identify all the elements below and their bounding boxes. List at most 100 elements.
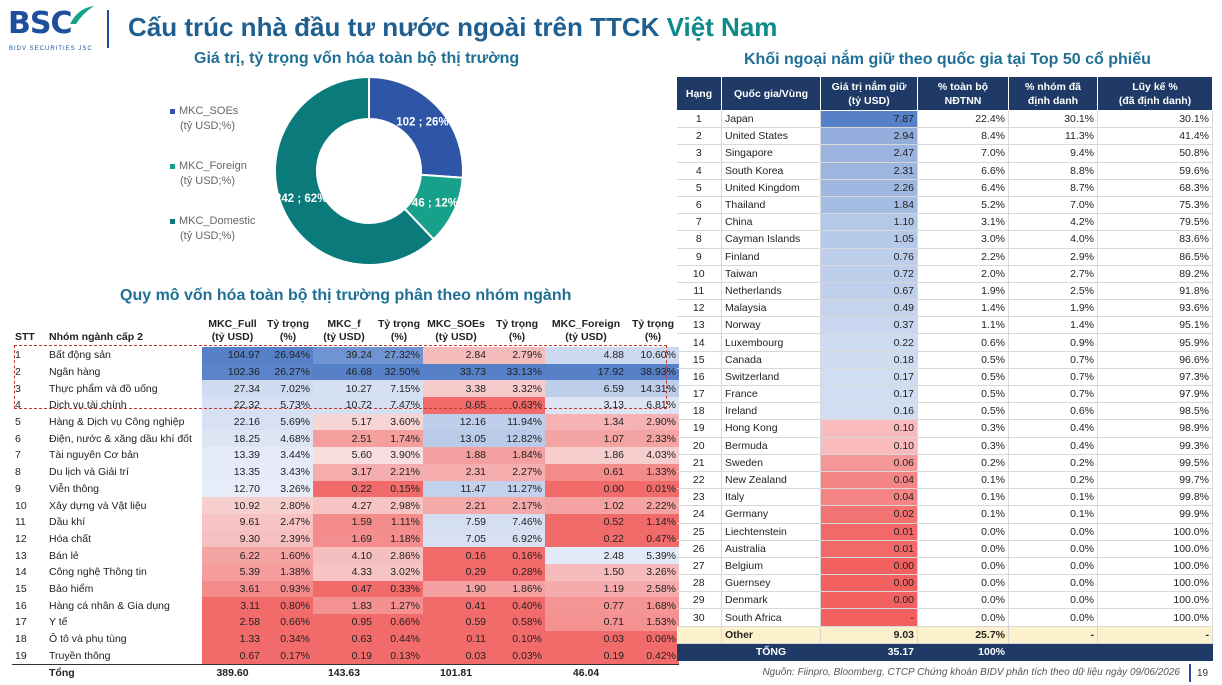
country-rank: 8: [676, 230, 722, 249]
country-share-identified: 0.2%: [1008, 454, 1098, 472]
sector-rank: 2: [15, 366, 21, 379]
sector-table-row: 5 Hàng & Dịch vụ Công nghiệp 22.16 5.69% 5.1…: [12, 413, 679, 431]
sector-name: Dầu khí: [49, 516, 86, 529]
sector-col-header: Tỷ trọng (%): [632, 317, 674, 343]
sector-value: 3.26%: [627, 563, 679, 581]
country-rank: 3: [676, 144, 722, 163]
sector-name: Dịch vụ tài chính: [49, 399, 127, 412]
sector-table-row: 16 Hàng cá nhân & Gia dụng 3.11 0.80% 1.83 1.…: [12, 597, 679, 614]
sector-value: 2.47%: [263, 513, 313, 531]
sector-table-row: 15 Bảo hiểm 3.61 0.93% 0.47 0.33% 1.90 1.86% 1.1…: [12, 580, 679, 598]
country-holding-value: 0.37: [820, 316, 918, 335]
country-holding-value: 1.84: [820, 196, 918, 215]
sector-value: 33.13%: [489, 363, 545, 381]
sector-value: 1.07: [545, 430, 627, 448]
sector-value: 0.10%: [489, 630, 545, 648]
sector-value: 26.27%: [263, 363, 313, 381]
legend-unit: (tỷ USD;%): [180, 120, 235, 132]
sector-value: 3.90%: [375, 447, 423, 464]
sector-value: 32.50%: [375, 363, 423, 381]
country-rank: 20: [676, 437, 722, 455]
country-rank: 9: [676, 248, 722, 266]
country-share-total: 3.1%: [917, 213, 1009, 232]
sector-value: 2.86%: [375, 547, 423, 564]
sector-table: STT Nhóm ngành cấp 2 MKC_Full (tỷ USD) Tỷ tr…: [12, 314, 679, 682]
sector-value: 1.33: [202, 630, 263, 648]
sector-rank: 10: [15, 499, 27, 512]
country-name: Singapore: [721, 144, 821, 163]
sector-value: 5.60: [313, 447, 375, 464]
country-name: Sweden: [721, 454, 821, 472]
sector-name: Du lịch và Giải trí: [49, 466, 129, 479]
country-table-row: 23 Italy 0.04 0.1% 0.1% 99.8%: [676, 488, 1213, 507]
country-share-identified: 2.7%: [1008, 265, 1098, 283]
sector-value: 0.65: [423, 397, 489, 414]
country-table-row: 29 Denmark 0.00 0.0% 0.0% 100.0%: [676, 591, 1213, 610]
country-holding-value: 0.67: [820, 282, 918, 301]
country-share-total: 0.5%: [917, 385, 1009, 404]
sector-col-header: MKC_Foreign (tỷ USD): [551, 317, 621, 343]
sector-value: 3.13: [545, 397, 627, 414]
sector-value: 2.21: [423, 497, 489, 514]
sector-value: 2.39%: [263, 530, 313, 548]
country-total-cell: 100%: [917, 643, 1009, 662]
sector-value: 1.86: [545, 447, 627, 464]
sector-value: 4.27: [313, 497, 375, 514]
country-col-header: % toàn bộ NĐTNN: [917, 76, 1009, 111]
sector-value: 6.59: [545, 380, 627, 398]
sector-value: 11.47: [423, 480, 489, 498]
country-holding-value: 2.31: [820, 162, 918, 180]
sector-table-row: 17 Y tế 2.58 0.66% 0.95 0.66% 0.59 0.58% 0.71 1.5…: [12, 614, 679, 631]
sector-table-row: 3 Thực phẩm và đồ uống 27.34 7.02% 10.27 7.15…: [12, 380, 679, 398]
country-name: Norway: [721, 316, 821, 335]
country-cumulative: 96.6%: [1097, 351, 1213, 369]
country-share-total: 6.4%: [917, 179, 1009, 197]
sector-table-title: Quy mô vốn hóa toàn bộ thị trường phân t…: [120, 287, 572, 304]
country-name: Italy: [721, 488, 821, 507]
donut-data-label: 242 ; 62%: [275, 193, 327, 205]
country-share-identified: 0.4%: [1008, 437, 1098, 455]
sector-name: Hóa chất: [49, 532, 92, 545]
country-name: Guernsey: [721, 574, 821, 593]
sector-rank: 11: [15, 516, 26, 529]
country-holding-value: 0.10: [820, 419, 918, 438]
sector-table-row: 10 Xây dựng và Vật liệu 10.92 2.80% 4.27 2.98…: [12, 497, 679, 514]
sector-table-row: 8 Du lịch và Giải trí 13.35 3.43% 3.17 2.21% 2…: [12, 463, 679, 481]
country-rank: 4: [676, 162, 722, 180]
country-table-row: 3 Singapore 2.47 7.0% 9.4% 50.8%: [676, 144, 1213, 163]
country-cumulative: 99.3%: [1097, 437, 1213, 455]
country-name: Bermuda: [721, 437, 821, 455]
page-title-main: Cấu trúc nhà đầu tư nước ngoài trên TTCK: [128, 12, 667, 42]
country-holding-value: 0.72: [820, 265, 918, 283]
country-holding-value: 0.10: [820, 437, 918, 455]
country-share-total: 0.0%: [917, 574, 1009, 593]
logo-text: BSC: [8, 6, 72, 41]
sector-value: 0.28%: [489, 563, 545, 581]
sector-value: 2.79%: [489, 347, 545, 364]
legend-item-domestic: MKC_Domestic (tỷ USD;%): [170, 214, 255, 244]
sector-total-cell: [489, 664, 545, 682]
country-table-row: 2 United States 2.94 8.4% 11.3% 41.4%: [676, 127, 1213, 146]
country-table-row: 20 Bermuda 0.10 0.3% 0.4% 99.3%: [676, 437, 1213, 455]
sector-name: Y tế: [49, 616, 68, 629]
country-cumulative: 97.3%: [1097, 368, 1213, 387]
sector-table-row: 19 Truyền thông 0.67 0.17% 0.19 0.13% 0.03 0.03…: [12, 647, 679, 665]
sector-table-row: 1 Bất động sản 104.97 26.94% 39.24 27.32% 2.84…: [12, 347, 679, 364]
country-rank: 6: [676, 196, 722, 215]
sector-value: 6.81%: [627, 397, 679, 414]
sector-rank: 19: [15, 649, 27, 662]
sector-value: 0.61: [545, 463, 627, 481]
sector-rank: 6: [15, 432, 21, 445]
country-holding-value: 0.04: [820, 488, 918, 507]
country-cumulative: 95.1%: [1097, 316, 1213, 335]
country-rank: 22: [676, 471, 722, 490]
sector-total-cell: 46.04: [545, 664, 627, 682]
country-share-identified: 1.4%: [1008, 316, 1098, 335]
sector-col-header: STT: [15, 331, 35, 343]
country-table-row: 10 Taiwan 0.72 2.0% 2.7% 89.2%: [676, 265, 1213, 283]
country-name: Germany: [721, 505, 821, 524]
country-other-cell: -: [1008, 626, 1098, 644]
sector-value: 1.53%: [627, 614, 679, 631]
legend-item-soes: MKC_SOEs (tỷ USD;%): [170, 104, 238, 134]
country-share-identified: 1.9%: [1008, 299, 1098, 318]
